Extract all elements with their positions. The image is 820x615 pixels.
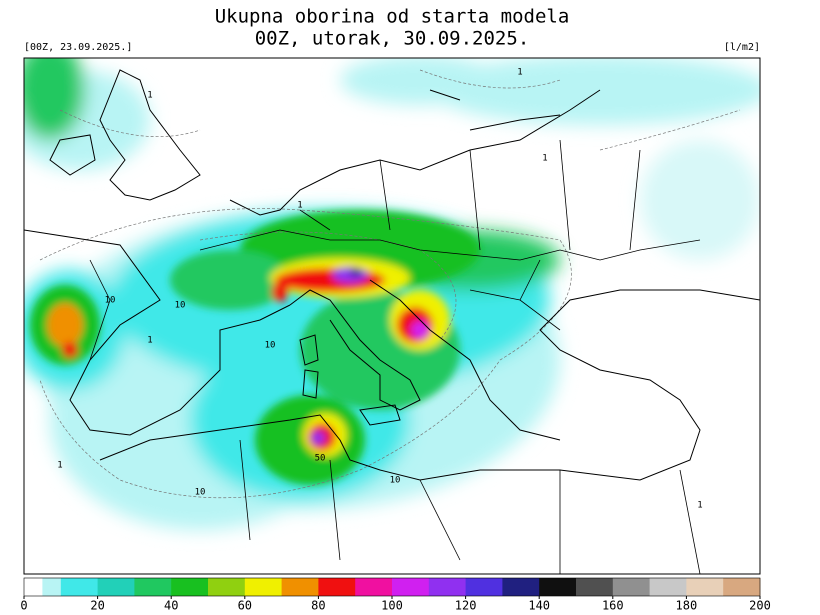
contour-label: 10 [390,476,401,486]
colorbar-tick-label: 40 [164,599,178,613]
colorbar-tick-label: 140 [528,599,550,613]
contour-label: 1 [147,336,152,346]
map: 1 1 1 1 10 10 1 10 50 10 1 10 1 [24,58,760,574]
colorbar-segment [428,578,467,596]
contour-label: 10 [265,341,276,351]
colorbar-segment [134,578,172,596]
contour-label: 10 [105,296,116,306]
contour-label: 1 [57,461,62,471]
colorbar-segment [612,578,651,596]
contour-label: 1 [147,91,152,101]
contour-label: 1 [697,501,702,511]
colorbar-segment [723,578,761,596]
map-frame [23,57,761,575]
colorbar-tick-label: 180 [676,599,698,613]
contour-label: 1 [297,201,302,211]
colorbar-segment [686,578,724,596]
title-line-1: Ukupna oborina od starta modela [215,6,570,28]
colorbar-tick-label: 0 [20,599,27,613]
colorbar-segment [318,578,356,596]
colorbar: 0 20 40 60 80 100 120 140 160 180 200 [20,577,771,613]
contour-label: 10 [195,488,206,498]
colorbar-segment [24,578,43,596]
colorbar-tick-label: 120 [455,599,477,613]
colorbar-tick-label: 160 [602,599,624,613]
precip-heavy [30,210,480,485]
colorbar-segment [465,578,503,596]
colorbar-segment [392,578,430,596]
colorbar-segment [42,578,62,596]
colorbar-segment [60,578,99,596]
colorbar-segment [355,578,393,596]
unit: [l/m2] [724,42,760,53]
contour-label: 10 [175,301,186,311]
colorbar-tick-label: 80 [311,599,325,613]
colorbar-segment [502,578,540,596]
colorbar-tick-label: 200 [749,599,771,613]
colorbar-tick-label: 20 [90,599,104,613]
colorbar-segment [97,578,135,596]
contour-labels: 1 1 1 1 10 10 1 10 50 10 1 10 1 [57,68,702,511]
colorbar-segment [171,578,209,596]
colorbar-segment [244,578,283,596]
colorbar-tick-label: 100 [381,599,403,613]
title-line-2: 00Z, utorak, 30.09.2025. [255,28,530,50]
colorbar-segment [281,578,319,596]
colorbar-segment [576,578,614,596]
contour-label: 50 [315,454,326,464]
colorbar-segment [208,578,246,596]
colorbar-segment [649,578,687,596]
colorbar-tick-label: 60 [238,599,252,613]
colorbar-segment [539,578,577,596]
contour-label: 1 [542,154,547,164]
init-time: [00Z, 23.09.2025.] [24,42,132,53]
contour-label: 1 [517,68,522,78]
